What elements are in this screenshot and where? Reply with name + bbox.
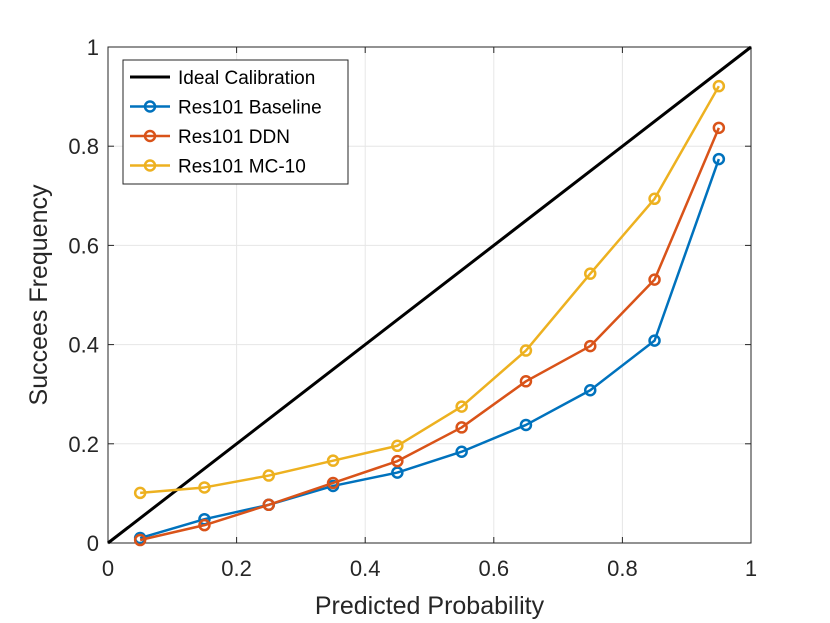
data-point [198, 481, 211, 494]
data-point [648, 192, 661, 206]
plot-frame [107, 46, 752, 544]
data-point [326, 476, 340, 490]
x-tick-label: 0 [102, 556, 114, 581]
y-tick-label: 0.4 [68, 333, 99, 358]
legend-swatch-marker [143, 100, 157, 113]
data-point [455, 421, 468, 434]
x-tick-label: 0.2 [221, 556, 252, 581]
legend-item: Res101 MC-10 [130, 157, 306, 178]
y-tick-label: 0.6 [68, 233, 99, 258]
legend: Ideal Calibration Res101 Baseline Res101 D… [122, 59, 349, 185]
legend-item: Res101 Baseline [130, 98, 322, 119]
data-point [455, 400, 468, 413]
series-res101-ddn [133, 121, 726, 547]
x-tick-label: 1 [745, 556, 757, 581]
legend-label: Res101 DDN [178, 127, 290, 148]
data-point [391, 466, 404, 479]
data-point [712, 152, 726, 166]
data-point [712, 79, 726, 93]
series [107, 45, 752, 547]
series-line [107, 45, 752, 545]
data-point [584, 383, 597, 397]
data-point [648, 273, 661, 286]
y-tick-label: 0.8 [68, 134, 99, 159]
data-point [262, 498, 275, 512]
legend-box [122, 59, 349, 185]
data-point [648, 334, 661, 347]
x-axis-label: Predicted Probability [315, 592, 545, 620]
data-point [133, 533, 147, 547]
series-line [139, 158, 721, 540]
y-tick-label: 0.2 [68, 432, 99, 457]
data-point [584, 339, 597, 353]
axis-ticks: 0 0.2 0.4 0.6 0.8 1 0 0.2 0.4 0.6 0.8 1 [68, 35, 757, 581]
data-point [712, 121, 726, 135]
legend-swatch-marker [143, 129, 157, 143]
data-point [262, 469, 275, 482]
legend-item: Res101 DDN [130, 127, 290, 148]
x-tick-label: 0.8 [607, 556, 638, 581]
legend-swatch-marker [143, 159, 157, 172]
legend-label: Res101 MC-10 [178, 157, 306, 178]
legend-item: Ideal Calibration [130, 68, 315, 89]
data-point [326, 454, 340, 467]
data-point [391, 439, 404, 453]
series-ideal-calibration [107, 45, 752, 545]
series-line [139, 127, 721, 542]
legend-label: Ideal Calibration [178, 68, 315, 89]
series-res101-mc-10 [133, 79, 726, 500]
data-point [455, 445, 468, 458]
y-axis-label: Succees Frequency [25, 184, 53, 405]
data-point [519, 375, 533, 388]
data-point [198, 518, 211, 532]
x-tick-label: 0.6 [479, 556, 510, 581]
data-point [584, 267, 597, 280]
series-line [140, 85, 720, 495]
data-point [519, 418, 533, 432]
y-tick-label: 0 [87, 531, 99, 556]
x-tick-label: 0.4 [350, 556, 381, 581]
y-tick-label: 1 [87, 35, 99, 60]
data-point [133, 486, 147, 500]
legend-label: Res101 Baseline [178, 98, 322, 119]
data-point [519, 344, 533, 357]
data-point [391, 454, 404, 468]
